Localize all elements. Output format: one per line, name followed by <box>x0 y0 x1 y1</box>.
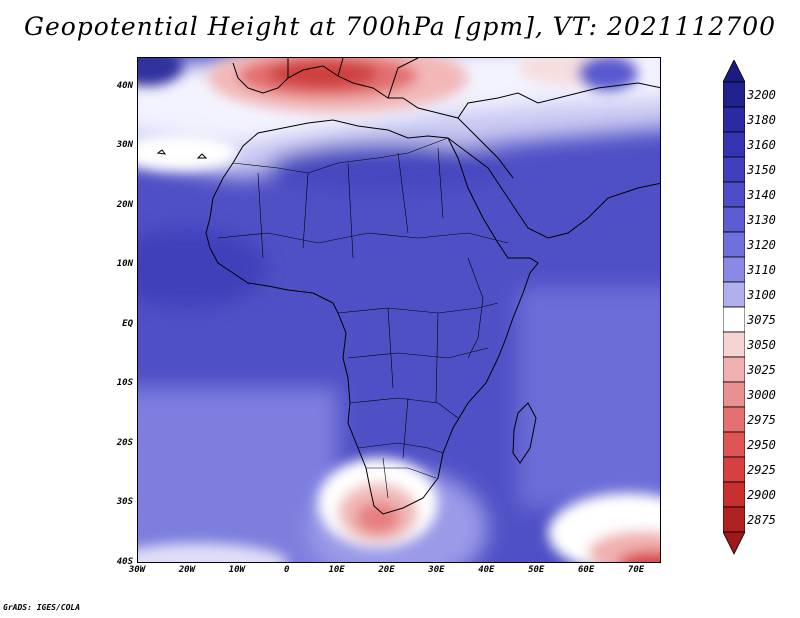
colorbar-top-arrow <box>723 60 745 83</box>
lat-tick-label: 10S <box>116 378 133 389</box>
lon-tick-label: 30W <box>128 565 146 575</box>
map-plot-area <box>137 57 661 563</box>
lat-tick-label: 20N <box>116 199 133 210</box>
colorbar-level-label: 3025 <box>747 362 776 377</box>
lon-tick-label: 40E <box>478 565 495 575</box>
country-borders <box>217 137 509 499</box>
height-field-map <box>138 58 660 562</box>
colorbar-swatch <box>723 106 745 133</box>
colorbar-level-label: 2925 <box>747 462 776 477</box>
colorbar-level-label: 3140 <box>747 187 776 202</box>
colorbar-swatch <box>723 181 745 208</box>
colorbar-level-label: 2975 <box>747 412 776 427</box>
colorbar-level-label: 3110 <box>747 262 776 277</box>
colorbar <box>723 60 745 555</box>
lat-tick-label: 40N <box>116 80 133 91</box>
colorbar-swatch <box>723 256 745 283</box>
colorbar-swatch <box>723 456 745 483</box>
coastlines <box>156 58 660 515</box>
colorbar-bottom-arrow <box>723 531 745 555</box>
lat-tick-label: 20S <box>116 437 133 448</box>
colorbar-swatch <box>723 231 745 258</box>
colorbar-level-label: 3160 <box>747 137 776 152</box>
lon-tick-label: 0 <box>283 565 290 575</box>
lon-tick-label: 10W <box>228 565 245 575</box>
chart-title: Geopotential Height at 700hPa [gpm], VT:… <box>23 12 777 41</box>
lat-tick-label: 30N <box>116 140 133 151</box>
colorbar-swatch <box>723 481 745 508</box>
colorbar-swatch <box>723 331 745 358</box>
lat-tick-label: 10N <box>116 259 133 270</box>
colorbar-swatch <box>723 281 745 308</box>
lon-tick-label: 20W <box>178 565 196 575</box>
lon-tick-label: 20E <box>378 565 395 575</box>
colorbar-level-label: 2900 <box>747 487 776 502</box>
lat-tick-label: 30S <box>116 497 133 508</box>
colorbar-level-label: 2950 <box>747 437 776 452</box>
lat-tick-label: 40S <box>116 557 133 567</box>
colorbar-swatch <box>723 306 745 333</box>
colorbar-swatch <box>723 156 745 183</box>
lon-tick-label: 70E <box>627 565 645 575</box>
colorbar-level-label: 3130 <box>747 212 776 227</box>
colorbar-swatch <box>723 356 745 383</box>
colorbar-swatch <box>723 131 745 158</box>
colorbar-level-label: 3100 <box>747 287 776 302</box>
colorbar-swatch <box>723 81 745 108</box>
colorbar-level-label: 3075 <box>747 312 776 327</box>
colorbar-swatch <box>723 406 745 433</box>
lon-tick-label: 50E <box>528 565 545 575</box>
colorbar-swatch <box>723 381 745 408</box>
colorbar-level-label: 3150 <box>747 162 776 177</box>
field-anomalies <box>138 58 660 562</box>
colorbar-level-label: 3000 <box>747 387 776 402</box>
colorbar-swatch <box>723 206 745 233</box>
colorbar-level-label: 3050 <box>747 337 776 352</box>
grads-credit: GrADS: IGES/COLA <box>3 603 81 612</box>
lat-tick-label: EQ <box>122 318 133 329</box>
colorbar-swatch <box>723 431 745 458</box>
lon-tick-label: 10E <box>328 565 345 575</box>
colorbar-swatch <box>723 506 745 533</box>
lon-tick-label: 60E <box>578 565 595 575</box>
colorbar-level-label: 3200 <box>747 87 776 102</box>
colorbar-level-label: 2875 <box>747 512 776 527</box>
colorbar-level-label: 3120 <box>747 237 776 252</box>
colorbar-level-label: 3180 <box>747 112 776 127</box>
lon-tick-label: 30E <box>428 565 445 575</box>
